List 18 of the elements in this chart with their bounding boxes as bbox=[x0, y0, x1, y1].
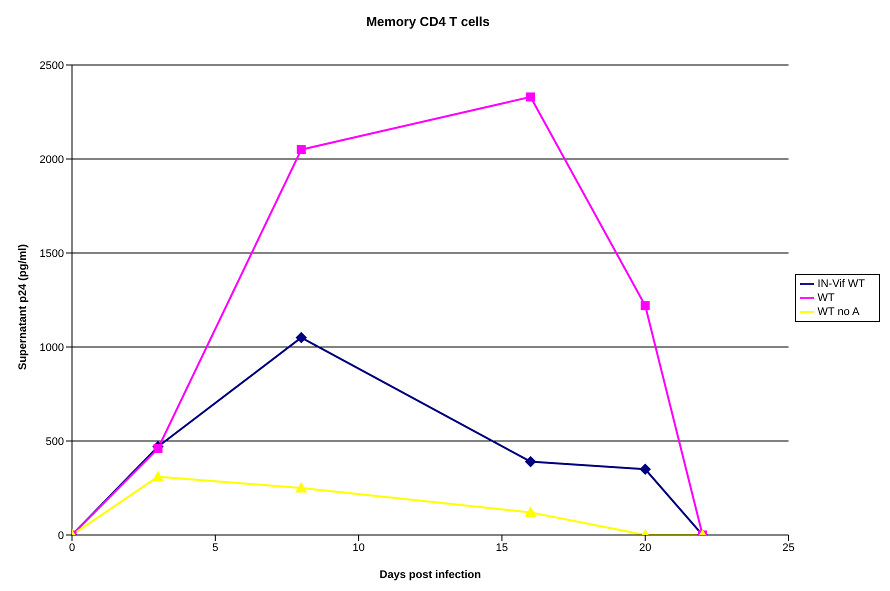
legend-label: WT no A bbox=[818, 306, 860, 318]
x-tick-label: 0 bbox=[68, 542, 76, 554]
x-tick-label: 25 bbox=[782, 542, 795, 554]
x-tick-label: 15 bbox=[496, 542, 508, 554]
y-tick-label: 2000 bbox=[40, 154, 64, 166]
x-tick-label: 20 bbox=[639, 542, 652, 554]
legend-label: WT bbox=[818, 292, 835, 304]
y-tick-label: 500 bbox=[46, 436, 64, 448]
y-tick-label: 2500 bbox=[40, 60, 64, 72]
y-tick-label: 1500 bbox=[40, 248, 64, 260]
y-axis-title: Supernatant p24 (pg/ml) bbox=[16, 244, 29, 370]
x-axis-title: Days post infection bbox=[380, 569, 482, 581]
chart-title: Memory CD4 T cells bbox=[365, 14, 491, 29]
legend-label: IN-Vif WT bbox=[818, 278, 865, 290]
y-tick-label: 0 bbox=[58, 530, 64, 542]
x-tick-label: 10 bbox=[352, 542, 365, 554]
y-tick-label: 1000 bbox=[40, 342, 64, 354]
x-tick-label: 5 bbox=[212, 542, 218, 554]
